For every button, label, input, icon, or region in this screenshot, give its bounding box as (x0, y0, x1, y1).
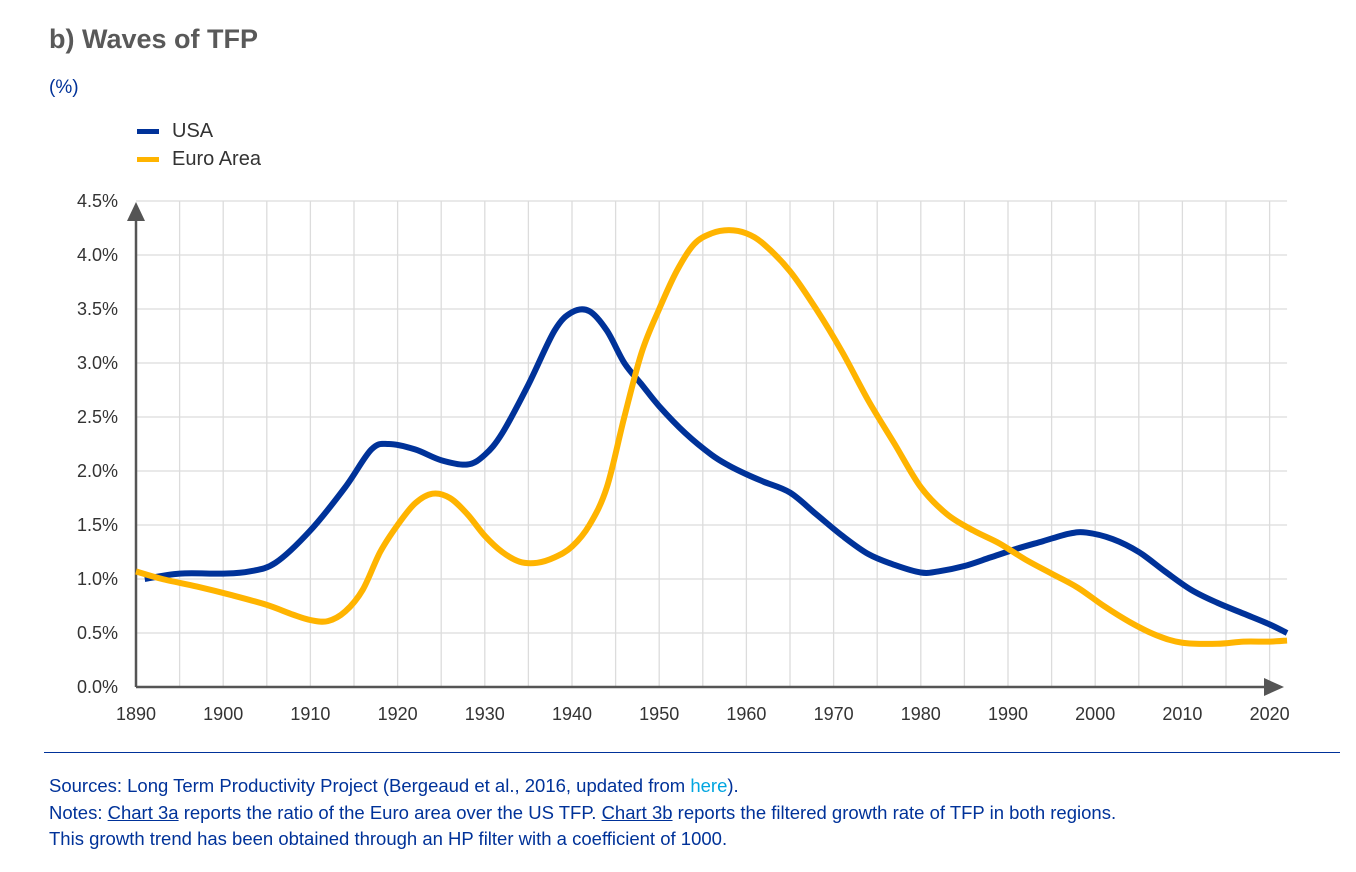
x-tick-label: 1960 (726, 704, 766, 724)
x-tick-label: 1940 (552, 704, 592, 724)
x-tick-label: 1900 (203, 704, 243, 724)
y-tick-label: 2.5% (77, 407, 118, 427)
here-link[interactable]: here (690, 775, 728, 796)
sources-note: Sources: Long Term Productivity Project … (49, 775, 739, 797)
x-axis-arrow-icon (1264, 678, 1284, 696)
legend-swatch-euro (137, 157, 159, 162)
x-tick-label: 1970 (814, 704, 854, 724)
chart-title: b) Waves of TFP (49, 24, 259, 54)
y-tick-label: 2.0% (77, 461, 118, 481)
notes-mid: reports the ratio of the Euro area over … (178, 802, 602, 823)
x-tick-label: 1990 (988, 704, 1028, 724)
legend-item-euro: Euro Area (137, 148, 261, 171)
y-tick-label: 4.0% (77, 245, 118, 265)
legend-label-euro: Euro Area (172, 148, 261, 170)
y-axis-arrow-icon (127, 202, 145, 221)
notes-suffix: reports the filtered growth rate of TFP … (672, 802, 1117, 823)
legend-label-usa: USA (172, 120, 214, 142)
notes-line: Notes: Chart 3a reports the ratio of the… (49, 802, 1116, 824)
x-tick-label: 1980 (901, 704, 941, 724)
series-line-usa (144, 306, 1289, 636)
notes-line-3: This growth trend has been obtained thro… (49, 828, 728, 849)
x-tick-label: 1920 (378, 704, 418, 724)
x-tick-label: 1950 (639, 704, 679, 724)
legend-swatch-usa (137, 129, 159, 134)
y-tick-label: 0.0% (77, 677, 118, 697)
notes-prefix: Notes: (49, 802, 108, 823)
series-line-euro-area (135, 227, 1288, 647)
x-tick-label: 2010 (1162, 704, 1202, 724)
y-tick-label: 3.0% (77, 353, 118, 373)
y-tick-label: 4.5% (77, 191, 118, 211)
line-chart: 0.0% 0.5% 1.0% 1.5% 2.0% 2.5% 3.0% 3.5% 4.0% 4.5%… (77, 191, 1290, 724)
legend-item-usa: USA (137, 120, 213, 143)
y-tick-label: 3.5% (77, 299, 118, 319)
x-tick-label: 1890 (116, 704, 156, 724)
divider (44, 752, 1340, 753)
chart-3b-link[interactable]: Chart 3b (601, 802, 673, 823)
x-tick-label: 2020 (1250, 704, 1290, 724)
sources-suffix: ). (727, 775, 739, 796)
y-tick-label: 0.5% (77, 623, 118, 643)
chart-3a-link[interactable]: Chart 3a (107, 802, 179, 823)
x-tick-label: 1910 (290, 704, 330, 724)
x-tick-label: 2000 (1075, 704, 1115, 724)
x-tick-label: 1930 (465, 704, 505, 724)
sources-text: Sources: Long Term Productivity Project … (49, 775, 691, 796)
y-tick-label: 1.5% (77, 515, 118, 535)
y-tick-label: 1.0% (77, 569, 118, 589)
unit-label: (%) (49, 77, 79, 98)
